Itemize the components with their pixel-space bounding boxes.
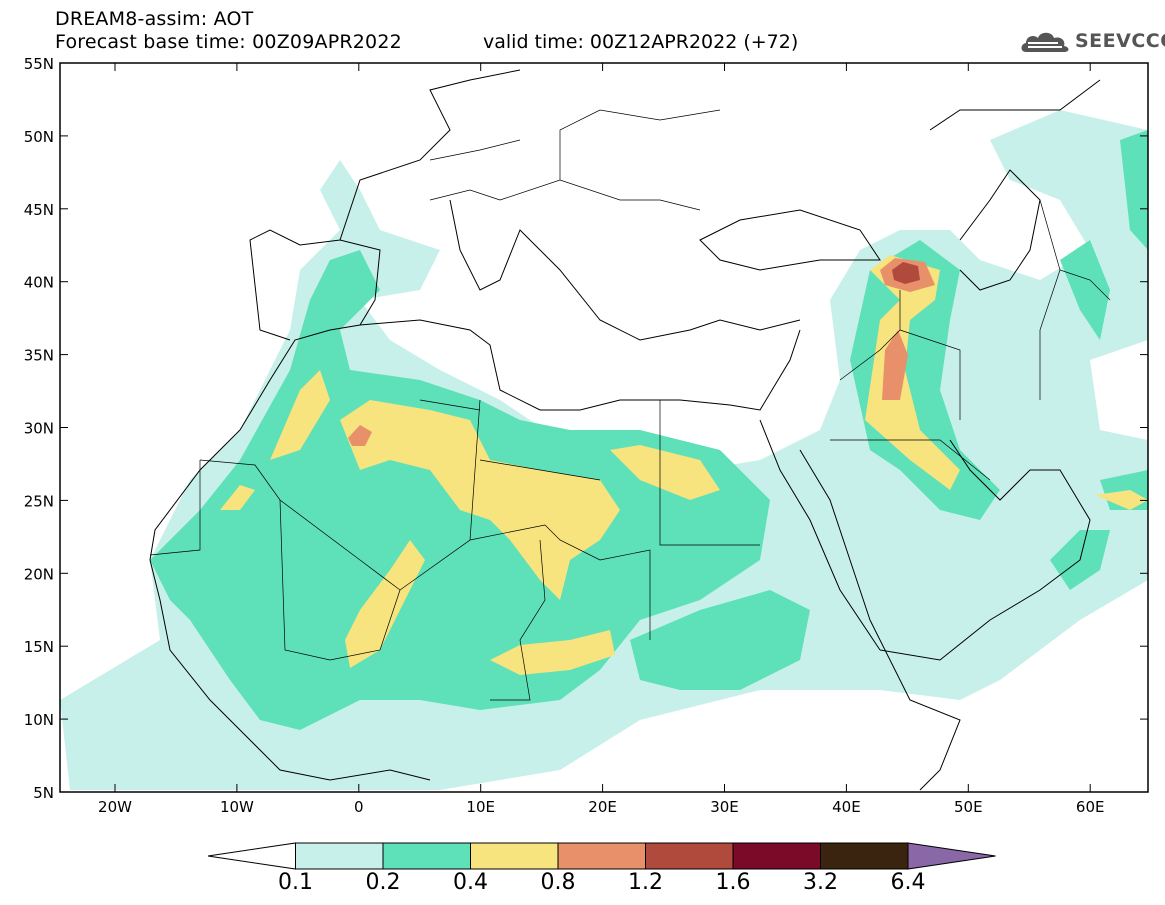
lat-label: 25N (24, 492, 54, 510)
colorbar-upper-arrow (907, 842, 996, 870)
coastline-red-sea (759, 419, 881, 651)
lon-label: 20W (98, 798, 132, 816)
lon-label: 10W (220, 798, 254, 816)
colorbar-segment (470, 842, 559, 870)
colorbar-label: 6.4 (890, 870, 926, 895)
coastline-mediterranean-south (359, 319, 801, 411)
colorbar-label: 0.4 (453, 870, 488, 895)
aot-level-0-4-b (340, 400, 620, 600)
aot-level-0-4-e (490, 630, 615, 675)
lon-label: 50E (954, 798, 983, 816)
logo-text: SEEVCCC (1075, 30, 1165, 52)
lat-label: 35N (24, 347, 54, 365)
colorbar-labels: 0.1 0.2 0.4 0.8 1.2 1.6 3.2 6.4 (0, 870, 1165, 900)
colorbar-label: 0.8 (540, 870, 576, 895)
aot-level-0-8 (348, 425, 372, 446)
coastlines (149, 69, 1101, 791)
aot-level-0-2-b (630, 590, 810, 690)
lat-label: 20N (24, 565, 54, 583)
colorbar-segment (382, 842, 471, 870)
aot-level-1-2 (892, 262, 920, 284)
lat-label: 50N (24, 128, 54, 146)
country-borders (149, 109, 1111, 701)
cloud-logo-icon (1021, 32, 1069, 52)
coastline-horn (869, 619, 961, 791)
colorbar-segment (645, 842, 734, 870)
coastline-black-sea (699, 209, 881, 271)
lon-label: 10E (466, 798, 495, 816)
aot-colorbar (207, 842, 996, 870)
colorbar-label: 0.2 (365, 870, 401, 895)
lon-label: 60E (1076, 798, 1105, 816)
colorbar-segment (295, 842, 384, 870)
lat-label: 45N (24, 201, 54, 219)
coastline-north (929, 79, 1101, 131)
colorbar-lower-arrow (207, 842, 296, 870)
colorbar-segment (732, 842, 821, 870)
aot-level-0-4 (270, 370, 330, 460)
aot-level-0-2-c (850, 240, 1000, 520)
lon-label: 40E (832, 798, 861, 816)
aot-level-0-4-g (865, 255, 960, 490)
lon-label: 0 (354, 798, 364, 816)
lat-label: 15N (24, 638, 54, 656)
longitude-axis: 20W 10W 0 10E 20E 30E 40E 50E 60E (98, 63, 1104, 816)
coastline-caspian (959, 169, 1041, 291)
lat-label: 10N (24, 711, 54, 729)
map-title: DREAM8-assim: AOT (55, 8, 254, 30)
coastline-europe (339, 69, 801, 341)
lat-label: 30N (24, 420, 54, 438)
aot-level-0-4-h (1095, 490, 1148, 510)
aot-level-0-8-b (882, 330, 908, 400)
coastline-arabia (879, 439, 1091, 661)
colorbar-segment (820, 842, 909, 870)
lon-label: 20E (588, 798, 617, 816)
aot-level-0-4-f (220, 485, 255, 510)
aot-shading (60, 110, 1148, 790)
forecast-base-time: Forecast base time: 00Z09APR2022 (55, 31, 402, 53)
seevccc-logo: SEEVCCC (1018, 26, 1165, 58)
colorbar-label: 0.1 (278, 870, 313, 895)
lat-label: 55N (24, 55, 54, 73)
colorbar-label: 3.2 (803, 870, 838, 895)
aot-level-0-2-e (1060, 240, 1110, 340)
lat-label: 5N (33, 784, 54, 802)
coastline-west-africa (149, 229, 381, 561)
lon-label: 30E (710, 798, 739, 816)
valid-time: valid time: 00Z12APR2022 (+72) (483, 31, 799, 53)
aot-map: 55N 50N 45N 40N 35N 30N 25N 20N 15N 10N 5N 20W 10W 0… (24, 55, 1149, 870)
aot-level-0-4-c (610, 445, 720, 500)
aot-level-0-4-d (345, 540, 425, 668)
lat-label: 40N (24, 274, 54, 292)
colorbar-label: 1.6 (715, 870, 751, 895)
colorbar-label: 1.2 (628, 870, 663, 895)
aot-level-0-2-f (1120, 130, 1148, 250)
coastline-gulf-guinea (149, 559, 431, 781)
latitude-axis: 55N 50N 45N 40N 35N 30N 25N 20N 15N 10N 5N (24, 55, 1148, 802)
colorbar-segment (557, 842, 646, 870)
